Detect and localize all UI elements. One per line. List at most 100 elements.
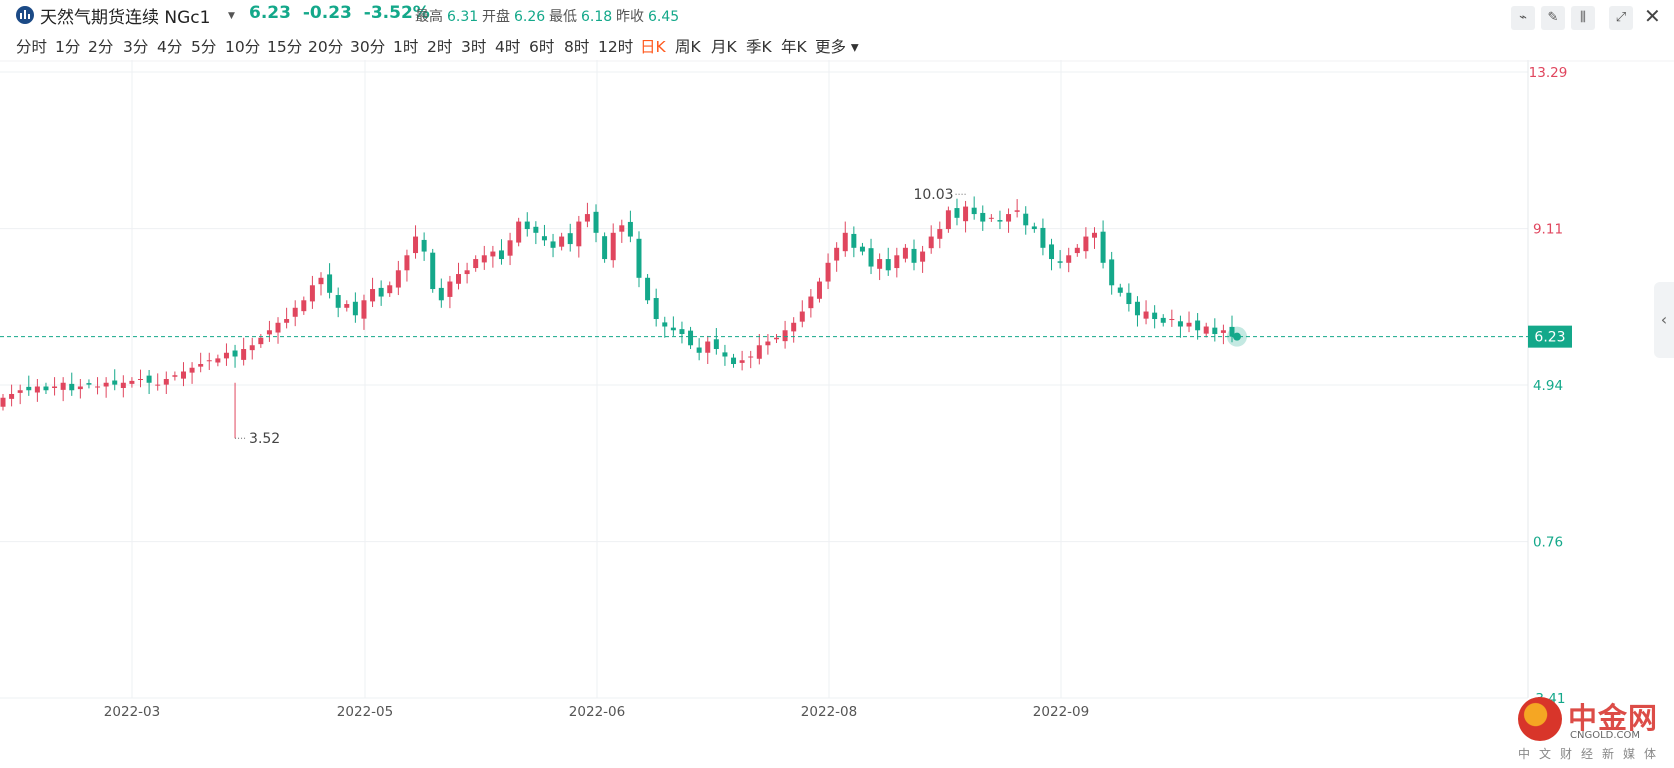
candle-body bbox=[456, 274, 462, 284]
candle-body bbox=[550, 241, 556, 248]
candle bbox=[198, 352, 204, 373]
period-21[interactable]: 年K bbox=[781, 38, 807, 56]
candle-body bbox=[1066, 255, 1072, 263]
candle-body bbox=[17, 390, 23, 393]
period-13[interactable]: 4时 bbox=[495, 38, 521, 56]
candle-body bbox=[0, 397, 6, 407]
candle bbox=[1006, 208, 1012, 233]
candle-body bbox=[894, 255, 900, 269]
candle bbox=[1186, 311, 1192, 333]
candle-body bbox=[266, 330, 272, 335]
period-1[interactable]: 1分 bbox=[55, 38, 81, 56]
candle bbox=[284, 307, 290, 329]
candle bbox=[120, 375, 126, 398]
candle bbox=[223, 343, 229, 366]
high-marker-label: 10.03 bbox=[913, 187, 953, 203]
period-9[interactable]: 30分 bbox=[350, 38, 386, 56]
period-10[interactable]: 1时 bbox=[393, 38, 419, 56]
period-11[interactable]: 2时 bbox=[427, 38, 453, 56]
candle bbox=[636, 231, 642, 288]
candle-body bbox=[859, 246, 865, 252]
candle bbox=[584, 202, 590, 228]
candle-body bbox=[920, 251, 926, 262]
line-tool-icon[interactable]: ⌁ bbox=[1511, 6, 1535, 30]
period-7[interactable]: 15分 bbox=[267, 38, 303, 56]
candle-style-icon[interactable]: ⫼ bbox=[1571, 6, 1595, 30]
candle-body bbox=[129, 380, 135, 384]
candle-body bbox=[138, 379, 144, 381]
candle-body bbox=[731, 357, 737, 365]
period-12[interactable]: 3时 bbox=[461, 38, 487, 56]
candle-body bbox=[980, 212, 986, 222]
candle-body bbox=[928, 236, 934, 249]
period-2[interactable]: 2分 bbox=[88, 38, 114, 56]
last-price-tag bbox=[1528, 325, 1572, 348]
candle-body bbox=[172, 375, 178, 377]
collapse-panel-chevron-icon[interactable]: ‹ bbox=[1654, 282, 1674, 358]
period-0[interactable]: 分时 bbox=[16, 38, 48, 56]
candle-body bbox=[413, 236, 419, 254]
symbol-name[interactable]: 天然气期货连续 NGc1 bbox=[40, 8, 211, 28]
candle bbox=[335, 287, 341, 318]
candle-body bbox=[498, 250, 504, 260]
period-15[interactable]: 8时 bbox=[564, 38, 590, 56]
candle-body bbox=[344, 304, 350, 308]
close-icon[interactable]: ✕ bbox=[1644, 4, 1661, 28]
candle bbox=[456, 262, 462, 290]
chevron-down-icon[interactable]: ▼ bbox=[228, 11, 235, 21]
period-6[interactable]: 10分 bbox=[225, 38, 261, 56]
candle-body bbox=[9, 393, 15, 399]
period-8[interactable]: 20分 bbox=[308, 38, 344, 56]
candle bbox=[1160, 314, 1166, 327]
draw-pen-icon[interactable]: ✎ bbox=[1541, 6, 1565, 30]
candle-body bbox=[249, 345, 255, 351]
period-5[interactable]: 5分 bbox=[191, 38, 217, 56]
candle bbox=[954, 198, 960, 226]
period-19[interactable]: 月K bbox=[711, 38, 737, 56]
candle bbox=[688, 326, 694, 350]
period-3[interactable]: 3分 bbox=[123, 38, 149, 56]
candle bbox=[327, 263, 333, 299]
candle bbox=[481, 245, 487, 270]
candle-body bbox=[868, 248, 874, 267]
candle bbox=[731, 353, 737, 368]
period-17[interactable]: 日K bbox=[640, 38, 666, 56]
candle-body bbox=[258, 337, 264, 345]
candle bbox=[937, 221, 943, 249]
period-18[interactable]: 周K bbox=[675, 38, 701, 56]
period-4[interactable]: 4分 bbox=[157, 38, 183, 56]
period-16[interactable]: 12时 bbox=[598, 38, 634, 56]
low-marker-label: 3.52 bbox=[249, 431, 280, 447]
candle-body bbox=[722, 352, 728, 357]
period-14[interactable]: 6时 bbox=[529, 38, 555, 56]
period-22[interactable]: 更多 ▾ bbox=[815, 38, 859, 56]
candle bbox=[868, 238, 874, 275]
candle bbox=[696, 338, 702, 361]
candle-body bbox=[86, 383, 92, 385]
candle-body bbox=[361, 300, 367, 319]
candle-body bbox=[370, 289, 376, 302]
y-tick-label: 4.94 bbox=[1533, 378, 1563, 394]
candle-body bbox=[464, 270, 470, 275]
candle bbox=[1109, 251, 1115, 295]
candle bbox=[26, 375, 32, 396]
candle-body bbox=[378, 287, 384, 297]
candle-body bbox=[937, 229, 943, 239]
candle bbox=[851, 226, 857, 258]
expand-icon[interactable]: ⤢ bbox=[1609, 6, 1633, 30]
candle-body bbox=[43, 386, 49, 391]
period-20[interactable]: 季K bbox=[746, 38, 772, 56]
candle bbox=[473, 255, 479, 272]
quote-price-group: 6.23 -0.23 -3.52% bbox=[249, 3, 430, 23]
candle-body bbox=[688, 330, 694, 346]
candle bbox=[387, 281, 393, 297]
candle bbox=[9, 384, 15, 407]
candle bbox=[60, 377, 66, 402]
stat-high: 最高 6.31 bbox=[415, 9, 479, 25]
candle-body bbox=[825, 262, 831, 282]
candle-body bbox=[223, 352, 229, 359]
candle-body bbox=[163, 379, 169, 385]
candle-body bbox=[799, 311, 805, 322]
candle-body bbox=[1040, 227, 1046, 248]
